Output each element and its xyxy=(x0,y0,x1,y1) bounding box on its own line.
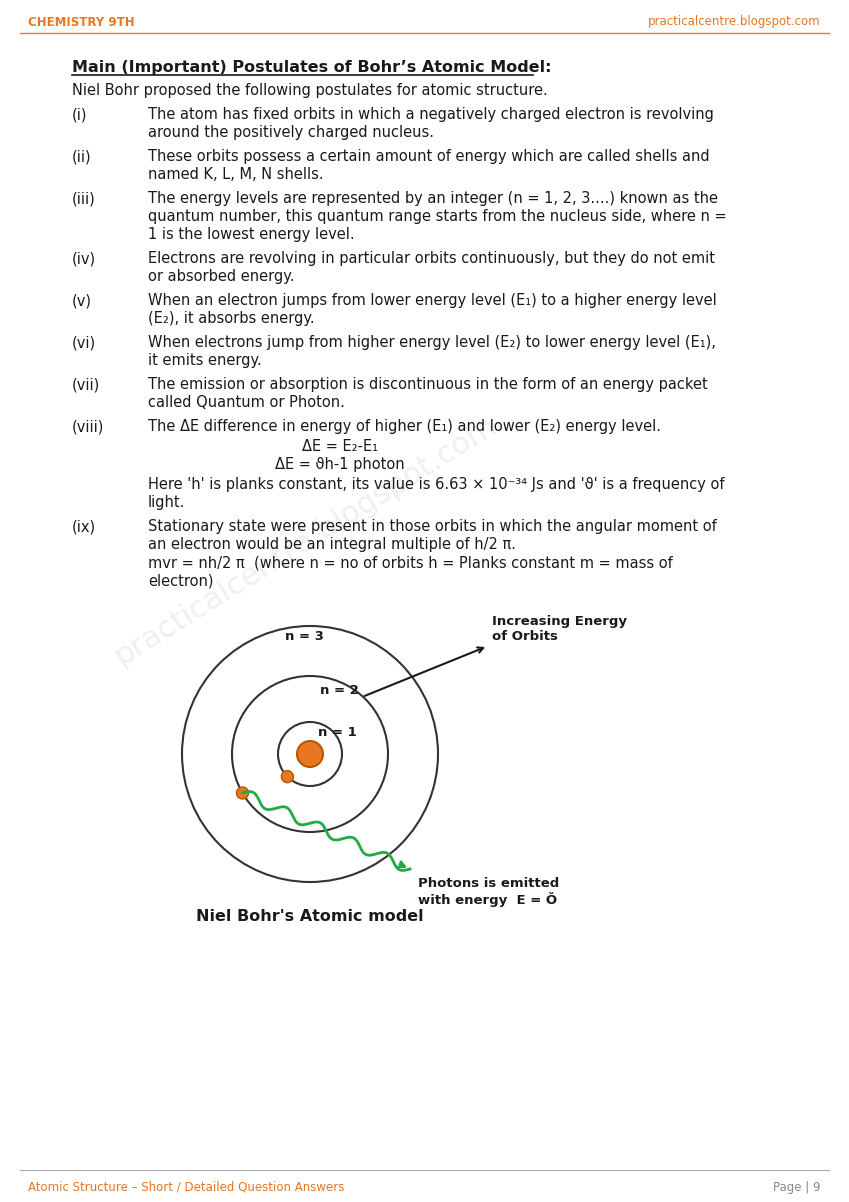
Text: (ii): (ii) xyxy=(72,149,92,163)
Text: electron): electron) xyxy=(148,573,213,588)
Text: Main (Important) Postulates of Bohr’s Atomic Model:: Main (Important) Postulates of Bohr’s At… xyxy=(72,60,552,75)
Text: Here 'h' is planks constant, its value is 6.63 × 10⁻³⁴ Js and 'ϑ' is a frequency: Here 'h' is planks constant, its value i… xyxy=(148,477,724,492)
Text: (iii): (iii) xyxy=(72,191,96,206)
Text: The ΔE difference in energy of higher (E₁) and lower (E₂) energy level.: The ΔE difference in energy of higher (E… xyxy=(148,419,661,434)
Text: an electron would be an integral multiple of h/2 π.: an electron would be an integral multipl… xyxy=(148,537,516,552)
Text: (E₂), it absorbs energy.: (E₂), it absorbs energy. xyxy=(148,311,315,326)
Text: (ix): (ix) xyxy=(72,519,96,534)
Text: (vi): (vi) xyxy=(72,335,96,350)
Text: ΔE = E₂-E₁: ΔE = E₂-E₁ xyxy=(302,439,378,454)
Text: (vii): (vii) xyxy=(72,377,100,392)
Text: it emits energy.: it emits energy. xyxy=(148,353,261,368)
Text: practicalcentre.blogspot.com: practicalcentre.blogspot.com xyxy=(649,16,821,29)
Text: Electrons are revolving in particular orbits continuously, but they do not emit: Electrons are revolving in particular or… xyxy=(148,251,715,266)
Text: quantum number, this quantum range starts from the nucleus side, where n =: quantum number, this quantum range start… xyxy=(148,209,727,224)
Text: 1 is the lowest energy level.: 1 is the lowest energy level. xyxy=(148,227,355,242)
Text: Increasing Energy
of Orbits: Increasing Energy of Orbits xyxy=(492,615,627,643)
Text: n = 1: n = 1 xyxy=(318,726,357,738)
Text: (iv): (iv) xyxy=(72,251,96,266)
Text: The atom has fixed orbits in which a negatively charged electron is revolving: The atom has fixed orbits in which a neg… xyxy=(148,107,714,121)
Text: called Quantum or Photon.: called Quantum or Photon. xyxy=(148,395,345,410)
Text: Niel Bohr's Atomic model: Niel Bohr's Atomic model xyxy=(196,909,424,924)
Text: (v): (v) xyxy=(72,293,92,308)
Text: around the positively charged nucleus.: around the positively charged nucleus. xyxy=(148,125,434,139)
Text: mvr = nh/2 π  (where n = no of orbits h = Planks constant m = mass of: mvr = nh/2 π (where n = no of orbits h =… xyxy=(148,555,672,570)
Text: ΔE = ϑh-1 photon: ΔE = ϑh-1 photon xyxy=(275,457,405,472)
Text: n = 2: n = 2 xyxy=(320,684,359,696)
Text: practicalcentre.blogspot.com: practicalcentre.blogspot.com xyxy=(110,411,502,671)
Text: The emission or absorption is discontinuous in the form of an energy packet: The emission or absorption is discontinu… xyxy=(148,377,708,392)
Text: n = 3: n = 3 xyxy=(285,630,323,643)
Text: CHEMISTRY 9TH: CHEMISTRY 9TH xyxy=(28,16,135,29)
Text: These orbits possess a certain amount of energy which are called shells and: These orbits possess a certain amount of… xyxy=(148,149,710,163)
Text: or absorbed energy.: or absorbed energy. xyxy=(148,269,295,284)
Text: Stationary state were present in those orbits in which the angular moment of: Stationary state were present in those o… xyxy=(148,519,717,534)
Text: Niel Bohr proposed the following postulates for atomic structure.: Niel Bohr proposed the following postula… xyxy=(72,83,548,99)
Circle shape xyxy=(237,787,249,799)
Text: Atomic Structure – Short / Detailed Question Answers: Atomic Structure – Short / Detailed Ques… xyxy=(28,1180,345,1194)
Circle shape xyxy=(281,770,294,783)
Text: When electrons jump from higher energy level (E₂) to lower energy level (E₁),: When electrons jump from higher energy l… xyxy=(148,335,716,350)
Text: Photons is emitted
with energy  E = Ǒ: Photons is emitted with energy E = Ǒ xyxy=(418,877,559,908)
Circle shape xyxy=(297,740,323,767)
Text: The energy levels are represented by an integer (n = 1, 2, 3....) known as the: The energy levels are represented by an … xyxy=(148,191,718,206)
Text: named K, L, M, N shells.: named K, L, M, N shells. xyxy=(148,167,323,182)
Text: (viii): (viii) xyxy=(72,419,104,434)
Text: (i): (i) xyxy=(72,107,87,121)
Text: light.: light. xyxy=(148,495,185,510)
Text: When an electron jumps from lower energy level (E₁) to a higher energy level: When an electron jumps from lower energy… xyxy=(148,293,717,308)
Text: Page | 9: Page | 9 xyxy=(773,1180,821,1194)
